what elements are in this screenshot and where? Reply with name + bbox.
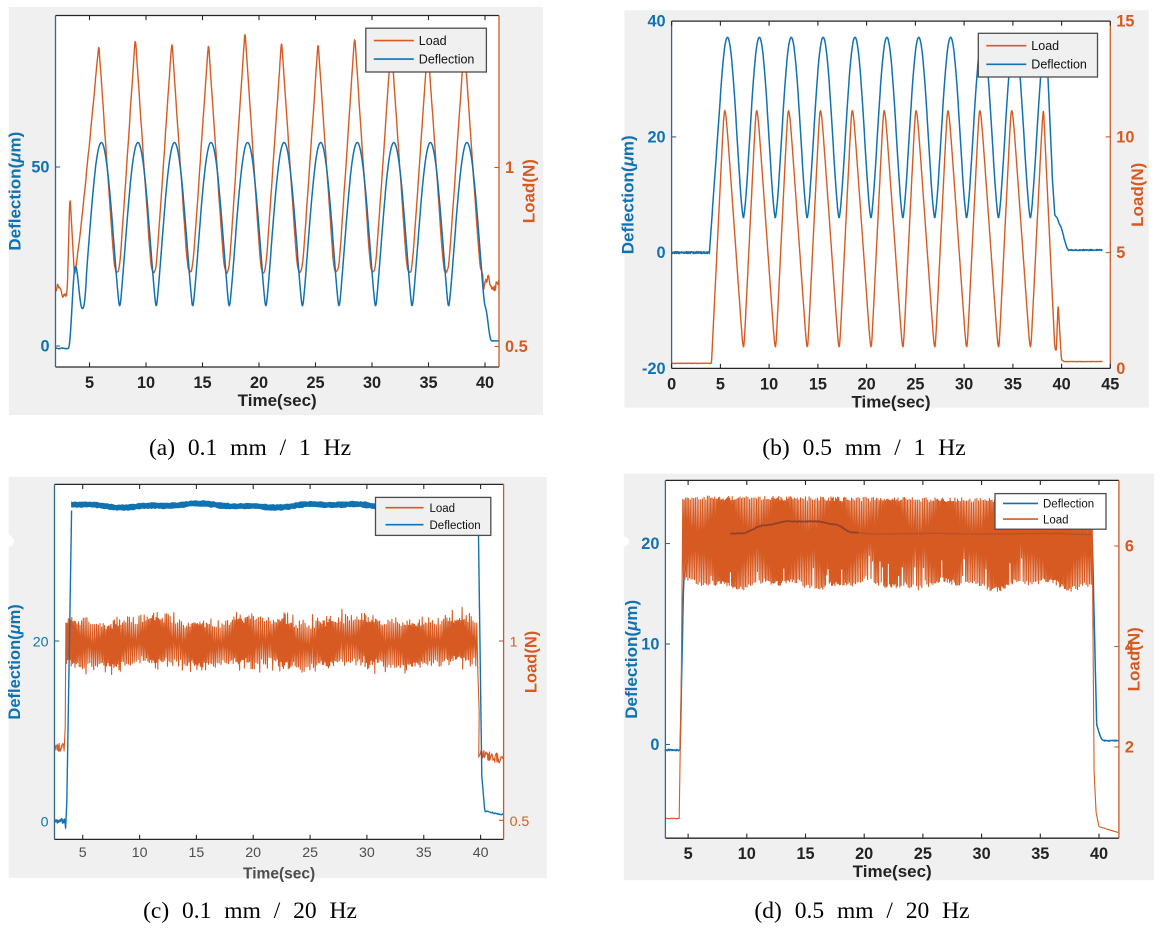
svg-text:Load(N): Load(N): [1125, 627, 1144, 691]
svg-text:45: 45: [1101, 375, 1119, 393]
svg-text:40: 40: [1090, 845, 1108, 863]
svg-text:10: 10: [760, 375, 778, 393]
svg-text:20: 20: [647, 128, 665, 146]
svg-text:0: 0: [657, 244, 666, 262]
svg-text:30: 30: [359, 845, 375, 861]
svg-text:30: 30: [973, 845, 991, 863]
svg-text:15: 15: [189, 845, 205, 861]
svg-text:10: 10: [137, 374, 155, 392]
svg-text:Deflection: Deflection: [1043, 499, 1094, 511]
svg-text:15: 15: [809, 375, 827, 393]
svg-text:15: 15: [1116, 13, 1134, 31]
svg-text:Load(N): Load(N): [1128, 163, 1147, 227]
svg-text:35: 35: [419, 374, 437, 392]
svg-text:0.5: 0.5: [510, 814, 530, 830]
svg-text:0: 0: [650, 736, 659, 754]
svg-text:Deflection(μm): Deflection(μm): [619, 135, 638, 254]
svg-text:4: 4: [1125, 638, 1134, 656]
svg-text:10: 10: [641, 636, 659, 654]
svg-text:30: 30: [955, 375, 973, 393]
svg-text:0: 0: [667, 375, 676, 393]
svg-text:Deflection(μm): Deflection(μm): [6, 604, 24, 719]
svg-text:Deflection: Deflection: [419, 52, 475, 66]
svg-text:Load: Load: [1031, 39, 1059, 53]
svg-text:40: 40: [647, 13, 665, 31]
svg-text:Deflection: Deflection: [1031, 58, 1087, 72]
svg-text:Load: Load: [1043, 514, 1069, 526]
svg-text:10: 10: [132, 845, 148, 861]
svg-text:20: 20: [855, 845, 873, 863]
svg-text:15: 15: [796, 845, 814, 863]
svg-text:0.5: 0.5: [505, 338, 528, 356]
svg-text:-20: -20: [642, 360, 666, 378]
svg-text:20: 20: [245, 845, 261, 861]
svg-text:6: 6: [1125, 538, 1134, 556]
svg-text:35: 35: [416, 845, 432, 861]
svg-text:5: 5: [79, 845, 87, 861]
svg-text:50: 50: [31, 159, 49, 177]
svg-text:20: 20: [33, 635, 49, 651]
svg-text:40: 40: [1053, 375, 1071, 393]
svg-text:Time(sec): Time(sec): [851, 392, 930, 411]
svg-text:Deflection(μm): Deflection(μm): [622, 600, 641, 719]
svg-text:Deflection: Deflection: [430, 520, 481, 532]
svg-text:25: 25: [906, 375, 924, 393]
svg-text:20: 20: [858, 375, 876, 393]
svg-text:35: 35: [1004, 375, 1022, 393]
svg-text:5: 5: [716, 375, 725, 393]
svg-text:5: 5: [684, 845, 693, 863]
svg-text:5: 5: [1116, 244, 1125, 262]
svg-text:40: 40: [473, 845, 489, 861]
svg-text:15: 15: [193, 374, 211, 392]
svg-text:25: 25: [302, 845, 318, 861]
svg-text:20: 20: [641, 535, 659, 553]
svg-text:Load(N): Load(N): [523, 631, 541, 693]
svg-text:30: 30: [363, 374, 381, 392]
svg-text:25: 25: [306, 374, 324, 392]
svg-text:20: 20: [250, 374, 268, 392]
svg-text:Time(sec): Time(sec): [238, 391, 317, 410]
svg-text:Deflection(μm): Deflection(μm): [6, 132, 25, 251]
svg-text:0: 0: [1116, 360, 1125, 378]
svg-text:40: 40: [476, 374, 494, 392]
svg-text:35: 35: [1031, 845, 1049, 863]
svg-text:Time(sec): Time(sec): [853, 862, 932, 881]
svg-text:Load(N): Load(N): [520, 159, 539, 223]
svg-text:1: 1: [505, 159, 514, 177]
svg-text:1: 1: [510, 635, 518, 651]
svg-text:25: 25: [914, 845, 932, 863]
svg-text:2: 2: [1125, 739, 1134, 757]
svg-text:0: 0: [40, 338, 49, 356]
svg-text:10: 10: [1116, 128, 1134, 146]
svg-text:Load: Load: [430, 503, 456, 515]
svg-text:5: 5: [85, 374, 94, 392]
svg-text:Load: Load: [419, 34, 447, 48]
svg-text:0: 0: [41, 815, 49, 831]
svg-text:10: 10: [738, 845, 756, 863]
svg-text:Time(sec): Time(sec): [243, 865, 315, 882]
